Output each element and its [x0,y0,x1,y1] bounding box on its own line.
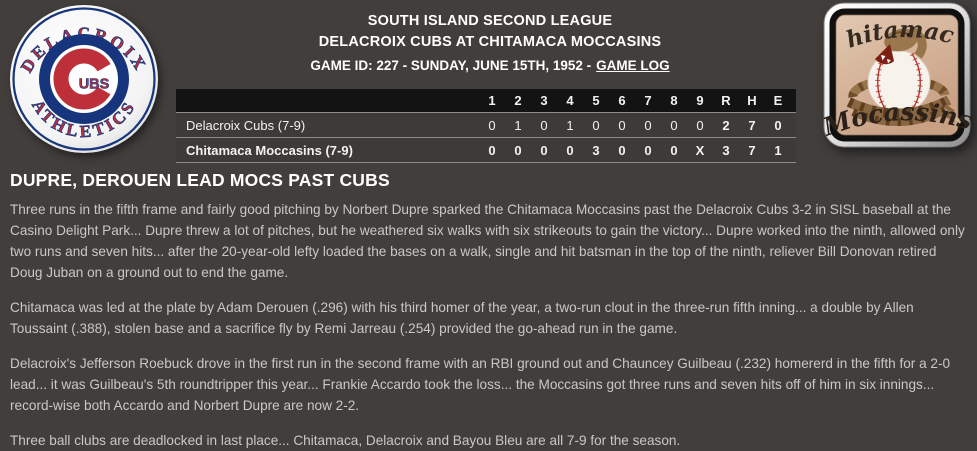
inning-cell: 0 [696,117,704,133]
team-name: Chitamaca Moccasins (7-9) [186,142,353,158]
recap-paragraph: Delacroix's Jefferson Roebuck drove in t… [10,356,951,413]
linescore-table: 1 2 3 4 5 6 7 8 9 R H E Delacroix Cubs (7-9) 0 1 0 1 0 0 0 0… [176,89,796,163]
recap-body: Three runs in the fifth frame and fairly… [10,199,967,451]
snake-and-baseball-art [846,26,962,126]
rhe-cell: 7 [748,117,756,133]
inning-cell: 0 [618,117,626,133]
inning-cell: 0 [644,142,652,158]
column-header-3: 3 [540,93,548,108]
column-header-R: R [721,93,731,108]
inning-cell: 3 [592,142,600,158]
recap-paragraph: Chitamaca was led at the plate by Adam D… [10,300,914,336]
inning-cell: 0 [670,142,678,158]
rhe-cell: 3 [722,142,730,158]
game-id-date: GAME ID: 227 - SUNDAY, JUNE 15TH, 1952 - [310,58,592,73]
column-header-7: 7 [644,93,652,108]
delacroix-cubs-logo: DELACROIX ATHLETICS UBS [9,4,159,154]
column-header-5: 5 [592,93,600,108]
game-info-line: GAME ID: 227 - SUNDAY, JUNE 15TH, 1952 -… [165,58,815,73]
league-name: SOUTH ISLAND SECOND LEAGUE [367,13,613,29]
inning-cell: 0 [488,142,496,158]
away-logo-center-text: UBS [79,76,110,92]
inning-cell: 0 [670,117,678,133]
game-log-link[interactable]: GAME LOG [596,58,670,73]
linescore-row: Delacroix Cubs (7-9) 0 1 0 1 0 0 0 0 0 2 7 0 [176,113,796,138]
column-header-9: 9 [696,93,704,108]
linescore-row: Chitamaca Moccasins (7-9) 0 0 0 0 3 0 0 0 X 3 7 1 [176,138,796,163]
inning-cell: 0 [644,117,652,133]
column-header-1: 1 [488,93,496,108]
recap-paragraph: Three runs in the fifth frame and fairly… [10,202,965,280]
recap-paragraph: Three ball clubs are deadlocked in last … [10,433,681,448]
team-name: Delacroix Cubs (7-9) [186,117,306,133]
recap-headline: DUPRE, DEROUEN LEAD MOCS PAST CUBS [10,170,390,190]
rhe-cell: 7 [748,142,756,158]
rhe-cell: 0 [774,117,782,133]
column-header-E: E [773,93,783,108]
inning-cell: 0 [566,142,574,158]
inning-cell: 0 [540,117,548,133]
inning-cell: 1 [514,117,522,133]
inning-cell: X [695,142,705,158]
cubs-logo-icon: DELACROIX ATHLETICS UBS [10,5,158,153]
rhe-cell: 1 [774,142,782,158]
column-header-8: 8 [670,93,678,108]
column-header-6: 6 [618,93,626,108]
matchup-title: DELACROIX CUBS AT CHITAMACA MOCCASINS [318,34,662,50]
moccasins-logo-icon: Chitamaca Mocassins [814,0,976,148]
inning-cell: 0 [592,117,600,133]
inning-cell: 0 [514,142,522,158]
inning-cell: 0 [488,117,496,133]
column-header-2: 2 [514,93,522,108]
linescore-header-row: 1 2 3 4 5 6 7 8 9 R H E [176,89,796,113]
inning-cell: 0 [540,142,548,158]
chitamaca-moccasins-logo: Chitamaca Mocassins [814,0,976,150]
column-header-4: 4 [566,93,574,108]
scoreboard-header: DELACROIX ATHLETICS UBS SOUTH ISLAND SEC… [0,0,977,164]
column-header-H: H [747,93,757,108]
rhe-cell: 2 [722,117,730,133]
inning-cell: 0 [618,142,626,158]
game-recap: DUPRE, DEROUEN LEAD MOCS PAST CUBS Three… [0,164,977,451]
game-header: SOUTH ISLAND SECOND LEAGUE DELACROIX CUB… [165,11,815,73]
inning-cell: 1 [566,117,574,133]
